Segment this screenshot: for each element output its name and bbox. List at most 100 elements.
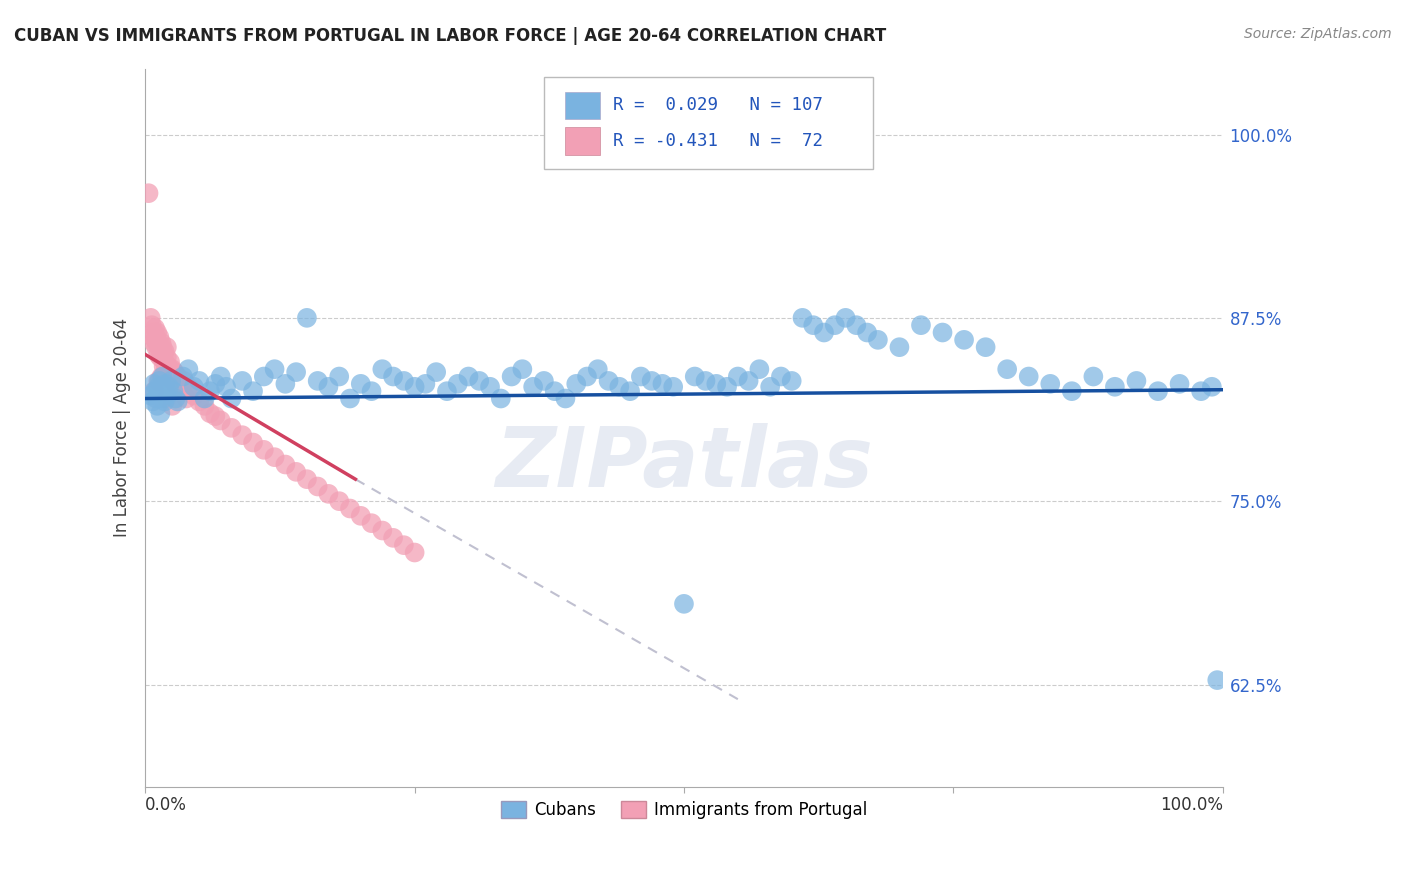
Point (607, 380, 630, 394)
Point (142, 335, 165, 350)
Point (177, 380, 200, 394)
Point (139, 310, 162, 325)
Legend: Cubans, Immigrants from Portugal: Cubans, Immigrants from Portugal (494, 794, 875, 826)
Point (166, 394, 188, 409)
Point (150, 344, 173, 359)
Point (468, 374, 491, 388)
Point (148, 347, 170, 361)
Point (382, 531, 405, 545)
Point (274, 376, 297, 391)
Point (371, 362, 394, 376)
Point (318, 380, 340, 394)
Point (145, 392, 167, 406)
Point (425, 365, 447, 379)
Point (392, 538, 415, 552)
Point (155, 376, 177, 391)
Point (307, 479, 329, 493)
Point (533, 374, 555, 388)
Point (242, 435, 264, 450)
Point (163, 365, 186, 379)
Point (974, 340, 997, 354)
Point (457, 369, 479, 384)
Point (801, 318, 824, 333)
Point (159, 355, 181, 369)
Point (1060, 384, 1083, 399)
Point (157, 380, 180, 394)
Point (544, 384, 567, 399)
Point (188, 394, 211, 409)
Point (436, 384, 458, 399)
Point (142, 330, 165, 344)
Point (204, 376, 226, 391)
Text: 100.0%: 100.0% (1160, 796, 1223, 814)
Point (512, 362, 534, 376)
Point (156, 388, 179, 402)
Point (274, 458, 297, 472)
Point (162, 374, 184, 388)
Bar (565, 92, 600, 119)
Point (156, 340, 179, 354)
Point (295, 472, 318, 486)
Point (350, 376, 373, 391)
Point (640, 374, 662, 388)
Point (554, 392, 576, 406)
Point (141, 318, 163, 333)
Point (953, 333, 976, 347)
Point (156, 359, 179, 374)
Point (209, 413, 232, 427)
Point (253, 442, 276, 457)
Point (415, 376, 437, 391)
Point (672, 597, 695, 611)
Point (160, 374, 183, 388)
Point (162, 399, 184, 413)
Point (1189, 384, 1212, 399)
Point (142, 376, 165, 391)
Point (155, 362, 177, 376)
Point (145, 330, 167, 344)
Point (150, 369, 173, 384)
Text: ZIPatlas: ZIPatlas (495, 424, 873, 504)
Point (172, 369, 194, 384)
Point (198, 406, 221, 420)
Point (307, 374, 329, 388)
Point (1147, 384, 1170, 399)
Point (360, 384, 382, 399)
Point (143, 333, 166, 347)
Point (769, 369, 792, 384)
Point (1018, 369, 1040, 384)
Point (834, 310, 856, 325)
Point (183, 380, 205, 394)
Point (350, 508, 373, 523)
Point (148, 374, 170, 388)
Point (489, 392, 512, 406)
Point (339, 392, 361, 406)
Point (148, 330, 170, 344)
Point (148, 380, 170, 394)
Point (716, 380, 738, 394)
Point (704, 376, 727, 391)
Point (447, 376, 470, 391)
Point (1168, 376, 1191, 391)
Point (931, 326, 953, 340)
Point (165, 376, 187, 391)
Point (156, 351, 179, 365)
Point (995, 362, 1018, 376)
Point (792, 310, 814, 325)
Text: Source: ZipAtlas.com: Source: ZipAtlas.com (1244, 27, 1392, 41)
Point (651, 376, 673, 391)
Point (150, 384, 173, 399)
Point (565, 376, 588, 391)
Point (780, 374, 803, 388)
Point (162, 362, 184, 376)
Point (183, 388, 205, 402)
Point (759, 380, 782, 394)
Y-axis label: In Labor Force | Age 20-64: In Labor Force | Age 20-64 (114, 318, 131, 537)
FancyBboxPatch shape (544, 77, 873, 169)
Point (328, 369, 350, 384)
Point (263, 450, 285, 465)
Point (845, 318, 868, 333)
Point (695, 374, 717, 388)
Point (285, 365, 308, 379)
Point (152, 347, 174, 361)
Text: R =  0.029   N = 107: R = 0.029 N = 107 (613, 96, 823, 114)
